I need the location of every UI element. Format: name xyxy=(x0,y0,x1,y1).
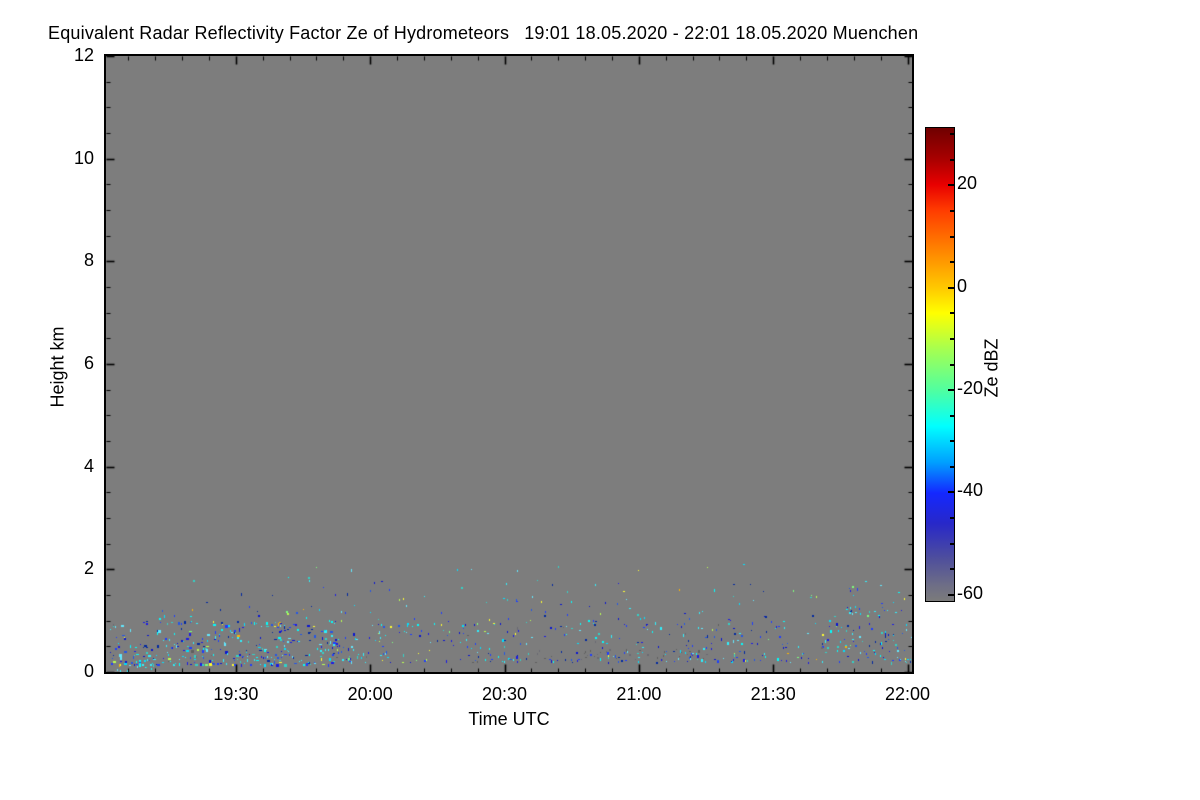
chart-title-main: Equivalent Radar Reflectivity Factor Ze … xyxy=(48,23,510,43)
colorbar-tick xyxy=(950,440,954,442)
x-tick-label: 22:00 xyxy=(884,684,931,704)
y-tick-label: 8 xyxy=(83,250,94,271)
colorbar-tick xyxy=(950,466,954,468)
colorbar-tick xyxy=(950,261,954,263)
colorbar-tick-label: 20 xyxy=(957,173,978,194)
colorbar-tick xyxy=(950,568,954,570)
colorbar-tick xyxy=(950,338,954,340)
colorbar-tick xyxy=(950,159,954,161)
colorbar-tick-label: -60 xyxy=(957,582,984,603)
y-tick-label: 6 xyxy=(83,353,94,373)
x-tick-label: 20:30 xyxy=(481,684,528,704)
colorbar-tick-label: -20 xyxy=(957,378,984,399)
x-tick-label: 20:00 xyxy=(347,684,393,704)
reflectivity-scatter-canvas xyxy=(106,56,912,672)
chart-title: Equivalent Radar Reflectivity Factor Ze … xyxy=(48,23,918,44)
colorbar-tick xyxy=(950,236,954,238)
colorbar-tick-label: 0 xyxy=(957,275,968,296)
y-tick-label: 10 xyxy=(73,147,94,168)
y-tick-label: 4 xyxy=(83,455,94,476)
colorbar-title: Ze dBZ xyxy=(981,338,1002,398)
x-axis-title: Time UTC xyxy=(468,709,550,729)
colorbar-tick xyxy=(950,364,954,366)
y-tick-label: 0 xyxy=(83,661,94,681)
x-tick-label: 21:00 xyxy=(616,684,662,704)
colorbar-tick-label: -40 xyxy=(957,480,984,501)
colorbar-tick xyxy=(950,543,954,545)
colorbar-tick xyxy=(948,287,954,289)
colorbar-tick xyxy=(950,133,954,135)
x-tick-label: 21:30 xyxy=(750,684,796,704)
colorbar-tick xyxy=(948,389,954,391)
plot-area xyxy=(104,54,914,674)
y-tick-label: 2 xyxy=(83,558,94,579)
colorbar-tick xyxy=(950,415,954,417)
colorbar-tick xyxy=(950,210,954,212)
colorbar-tick xyxy=(948,184,954,186)
colorbar-tick xyxy=(948,594,954,596)
colorbar-tick xyxy=(950,517,954,519)
colorbar-gradient xyxy=(925,127,955,602)
chart-title-daterange: 19:01 18.05.2020 - 22:01 18.05.2020 Muen… xyxy=(524,23,919,43)
y-tick-label: 12 xyxy=(73,45,94,65)
x-tick-label: 19:30 xyxy=(213,684,259,704)
colorbar-tick xyxy=(948,491,954,493)
colorbar-tick xyxy=(950,312,954,314)
